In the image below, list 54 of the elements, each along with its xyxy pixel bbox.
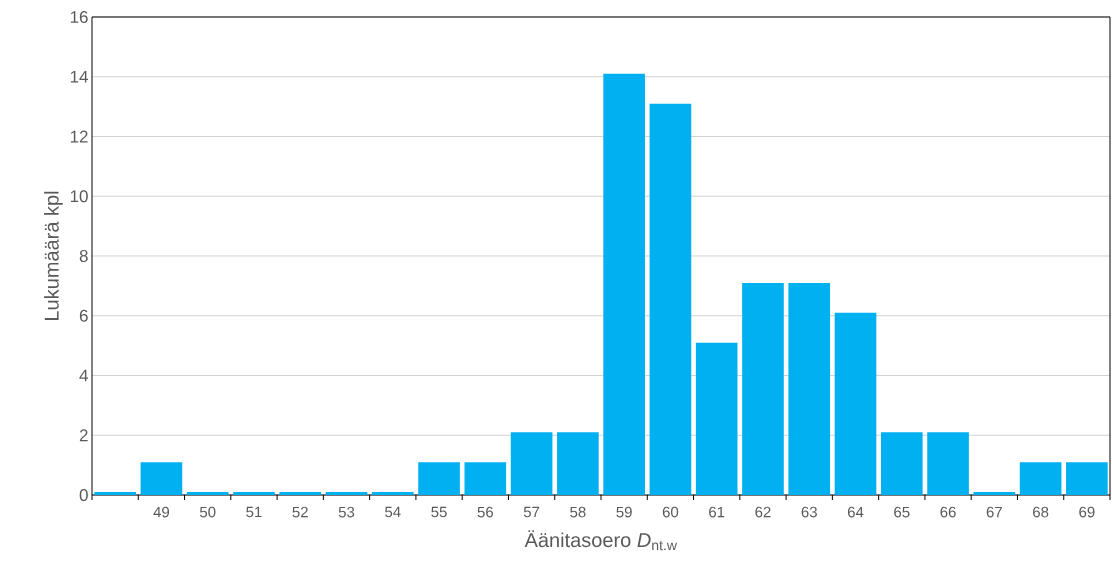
bar — [186, 492, 229, 495]
x-tick-label: 63 — [801, 506, 817, 518]
bar — [649, 103, 692, 495]
x-tick-label: 52 — [292, 506, 308, 518]
bar — [973, 492, 1016, 495]
bar — [510, 432, 553, 495]
bar — [742, 282, 784, 495]
bar — [1066, 462, 1108, 495]
y-tick-label: 4 — [79, 369, 88, 382]
bar — [1019, 462, 1062, 495]
x-tick-label: 56 — [477, 506, 494, 518]
x-tick-label: 54 — [385, 506, 401, 518]
bar — [140, 462, 183, 495]
x-tick-label: 60 — [662, 506, 679, 518]
bar — [279, 492, 322, 495]
x-tick-label: 68 — [1033, 506, 1049, 518]
y-tick-label: 14 — [70, 70, 88, 83]
x-axis-title: Äänitasoero D$_{nt.w}$ — [524, 530, 677, 551]
y-tick-label: 12 — [70, 130, 88, 143]
bar — [94, 492, 136, 495]
bar — [695, 342, 738, 495]
bar — [834, 312, 877, 495]
x-tick-label: 65 — [894, 506, 910, 518]
x-tick-label: 55 — [431, 506, 447, 518]
bar — [325, 492, 368, 495]
bar — [557, 432, 599, 495]
bar — [603, 73, 645, 495]
x-tick-label: 61 — [709, 506, 725, 518]
y-tick-label: 2 — [79, 429, 88, 442]
x-tick-label: 59 — [616, 506, 632, 518]
y-tick-label: 8 — [79, 249, 88, 263]
bar — [233, 492, 275, 495]
x-tick-label: 49 — [153, 506, 170, 518]
y-tick-label: 10 — [70, 190, 88, 203]
x-tick-label: 53 — [338, 506, 355, 518]
bar — [371, 492, 414, 495]
x-tick-label: 57 — [523, 506, 540, 518]
y-tick-label: 16 — [70, 10, 88, 24]
bar — [788, 282, 831, 495]
bar — [418, 462, 460, 495]
y-tick-label: 6 — [79, 309, 88, 322]
bar — [464, 462, 507, 495]
x-tick-label: 50 — [199, 506, 216, 518]
y-axis-title: Lukumäärä kpl — [44, 191, 63, 320]
x-tick-label: 64 — [847, 506, 864, 518]
x-tick-label: 67 — [986, 506, 1002, 518]
x-tick-label: 69 — [1079, 506, 1095, 518]
x-tick-label: 62 — [755, 506, 771, 518]
bar — [927, 432, 969, 495]
y-tick-label: 0 — [79, 488, 88, 502]
x-tick-label: 58 — [570, 506, 586, 518]
x-tick-label: 51 — [246, 506, 262, 518]
x-tick-label: 66 — [940, 506, 956, 518]
bar — [880, 432, 923, 495]
